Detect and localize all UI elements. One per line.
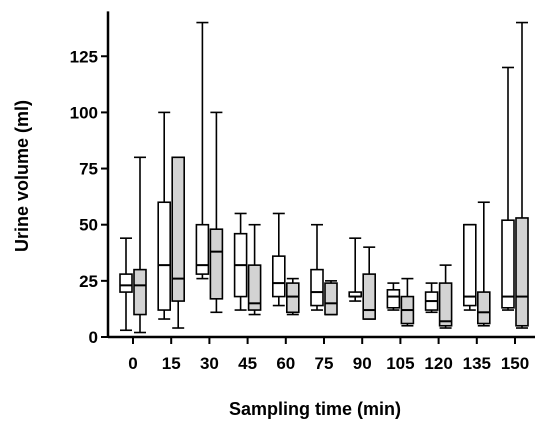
box-plot-item xyxy=(285,277,300,316)
box-plot-item xyxy=(438,264,453,329)
x-tick-label: 30 xyxy=(200,354,219,373)
box-plot-item xyxy=(362,246,377,320)
box-iqr xyxy=(310,268,324,307)
x-tick-label: 45 xyxy=(238,354,257,373)
box-plot-item xyxy=(424,282,439,314)
box-iqr xyxy=(133,268,147,316)
box-plot-item xyxy=(462,223,477,311)
x-ticks: 0 15 30 45 60 75 90 105 120 135 150 xyxy=(128,337,529,373)
box-iqr xyxy=(438,282,453,327)
y-axis-label: Urine volume (ml) xyxy=(12,100,32,252)
box-iqr xyxy=(324,282,338,316)
box-iqr xyxy=(157,201,171,311)
box-iqr xyxy=(362,273,377,320)
box-plot-item xyxy=(400,277,415,327)
box-plot-item xyxy=(233,212,248,311)
box-plot-item xyxy=(119,237,133,332)
box-plot-item xyxy=(476,201,491,327)
x-tick-label: 15 xyxy=(162,354,181,373)
y-ticks: 0 25 50 75 100 125 xyxy=(70,47,108,347)
x-tick-label: 135 xyxy=(463,354,491,373)
x-tick-label: 75 xyxy=(315,354,334,373)
x-tick-label: 60 xyxy=(276,354,295,373)
y-tick-label: 50 xyxy=(79,216,98,235)
box-plot-item xyxy=(324,280,338,316)
x-tick-label: 105 xyxy=(386,354,414,373)
boxes xyxy=(119,21,529,334)
box-plot-item xyxy=(247,223,262,316)
box-plot-item xyxy=(310,223,324,311)
box-iqr xyxy=(209,228,224,300)
box-iqr xyxy=(501,219,515,309)
y-tick-label: 25 xyxy=(79,272,98,291)
box-plot-item xyxy=(133,156,147,334)
box-plot-item xyxy=(195,21,210,280)
box-iqr xyxy=(285,282,300,314)
box-plot-item xyxy=(386,282,401,311)
box-iqr xyxy=(515,217,529,327)
box-iqr xyxy=(195,223,210,275)
y-tick-label: 100 xyxy=(70,103,98,122)
box-iqr xyxy=(476,291,491,325)
box-plot-item xyxy=(157,111,171,320)
box-iqr xyxy=(119,273,133,293)
y-tick-label: 75 xyxy=(79,160,98,179)
box-iqr xyxy=(462,223,477,307)
y-tick-label: 0 xyxy=(89,328,98,347)
box-plot-item xyxy=(171,156,185,329)
box-iqr xyxy=(247,264,262,311)
box-plot-item xyxy=(209,111,224,314)
box-iqr xyxy=(171,156,185,302)
box-plot-item xyxy=(515,21,529,329)
box-iqr xyxy=(386,289,401,309)
x-axis-label: Sampling time (min) xyxy=(229,399,401,419)
x-tick-label: 150 xyxy=(501,354,529,373)
y-tick-label: 125 xyxy=(70,47,98,66)
x-tick-label: 90 xyxy=(353,354,372,373)
box-plot-item xyxy=(271,212,286,307)
x-tick-label: 120 xyxy=(424,354,452,373)
box-iqr xyxy=(271,255,286,298)
box-plot-item xyxy=(501,66,515,311)
box-plot-item xyxy=(348,237,363,302)
axes xyxy=(106,11,535,339)
x-tick-label: 0 xyxy=(128,354,137,373)
